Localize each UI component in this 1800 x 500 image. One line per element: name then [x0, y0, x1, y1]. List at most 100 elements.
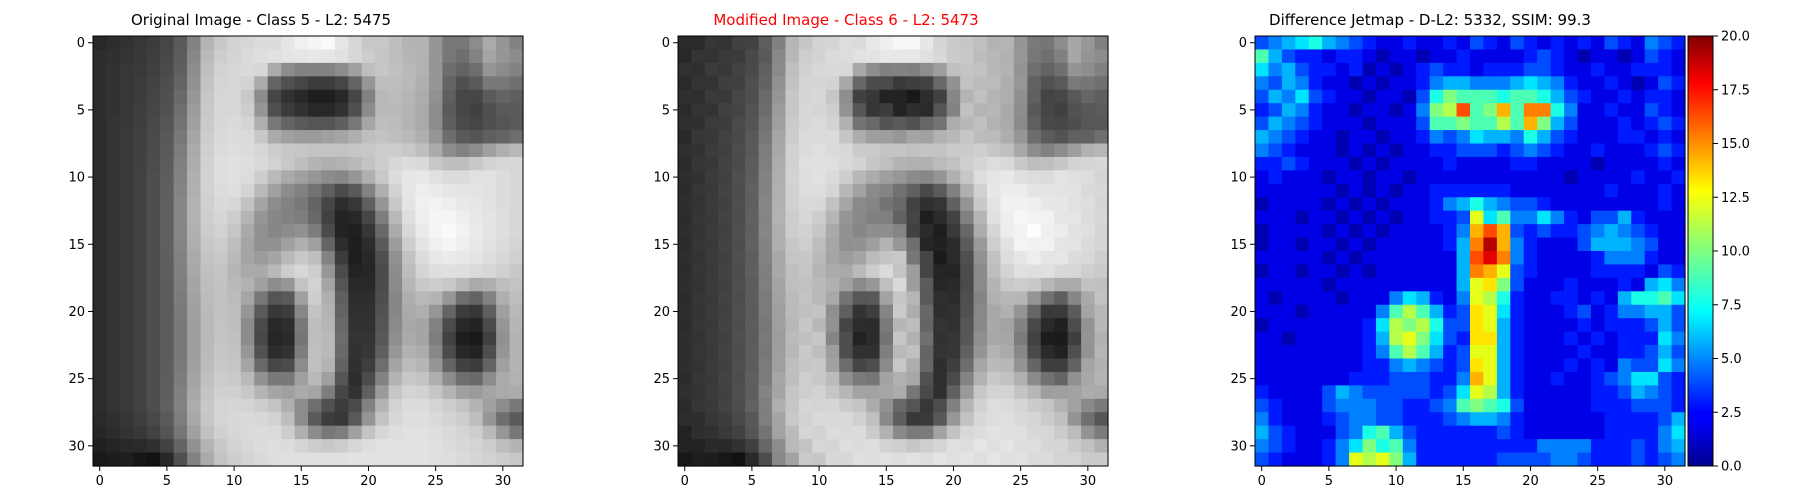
pixel-cell [388, 210, 403, 225]
pixel-cell [919, 358, 934, 373]
pixel-cell [200, 49, 215, 64]
pixel-cell [1335, 412, 1350, 427]
pixel-cell [745, 76, 760, 91]
pixel-cell [1644, 170, 1659, 185]
pixel-cell [1375, 197, 1390, 212]
pixel-cell [119, 89, 134, 104]
pixel-cell [691, 62, 706, 77]
pixel-cell [1054, 210, 1069, 225]
pixel-cell [893, 156, 908, 171]
pixel-cell [1496, 371, 1511, 386]
pixel-cell [1658, 291, 1673, 306]
pixel-cell [173, 62, 188, 77]
pixel-cell [825, 143, 840, 158]
pixel-cell [442, 452, 457, 467]
pixel-cell [866, 371, 881, 386]
pixel-cell [1402, 251, 1417, 266]
pixel-cell [758, 264, 773, 279]
pixel-cell [146, 371, 161, 386]
pixel-cell [213, 304, 228, 319]
pixel-cell [1281, 49, 1296, 64]
pixel-cell [482, 251, 497, 266]
pixel-cell [334, 345, 349, 360]
pixel-cell [1268, 170, 1283, 185]
pixel-cell [1631, 62, 1646, 77]
pixel-cell [1335, 130, 1350, 145]
pixel-cell [704, 452, 719, 467]
pixel-cell [1000, 425, 1015, 440]
pixel-cell [812, 425, 827, 440]
pixel-cell [1268, 412, 1283, 427]
pixel-cell [1040, 331, 1055, 346]
pixel-cell [704, 264, 719, 279]
pixel-cell [1268, 224, 1283, 239]
pixel-cell [1523, 331, 1538, 346]
pixel-cell [852, 345, 867, 360]
pixel-cell [933, 156, 948, 171]
pixel-cell [1577, 210, 1592, 225]
pixel-cell [388, 452, 403, 467]
pixel-cell [496, 76, 511, 91]
pixel-cell [1658, 143, 1673, 158]
pixel-cell [1268, 116, 1283, 131]
pixel-cell [1429, 224, 1444, 239]
pixel-cell [93, 318, 108, 333]
pixel-cell [1389, 183, 1404, 198]
pixel-cell [1402, 130, 1417, 145]
pixel-cell [1054, 143, 1069, 158]
pixel-cell [1308, 76, 1323, 91]
pixel-cell [1402, 103, 1417, 118]
pixel-cell [960, 130, 975, 145]
pixel-cell [1375, 49, 1390, 64]
pixel-cell [987, 197, 1002, 212]
pixel-cell [334, 358, 349, 373]
pixel-cell [691, 130, 706, 145]
pixel-cell [1375, 251, 1390, 266]
pixel-cell [1523, 130, 1538, 145]
pixel-cell [1429, 425, 1444, 440]
pixel-cell [146, 76, 161, 91]
pixel-cell [281, 224, 296, 239]
pixel-cell [1631, 345, 1646, 360]
pixel-cell [812, 156, 827, 171]
pixel-cell [1081, 251, 1096, 266]
pixel-cell [960, 345, 975, 360]
pixel-cell [1281, 237, 1296, 252]
pixel-cell [772, 358, 787, 373]
x-tick-label: 25 [1012, 474, 1029, 489]
pixel-cell [160, 170, 175, 185]
pixel-cell [187, 130, 202, 145]
pixel-cell [1416, 197, 1431, 212]
pixel-cell [200, 156, 215, 171]
pixel-cell [704, 398, 719, 413]
pixel-cell [308, 371, 323, 386]
pixel-cell [785, 371, 800, 386]
pixel-cell [1040, 398, 1055, 413]
pixel-cell [133, 412, 148, 427]
pixel-cell [160, 130, 175, 145]
pixel-cell [678, 76, 693, 91]
pixel-cell [933, 452, 948, 467]
pixel-cell [1470, 358, 1485, 373]
pixel-cell [1054, 170, 1069, 185]
pixel-cell [731, 277, 746, 292]
pixel-cell [691, 76, 706, 91]
pixel-cell [1000, 36, 1015, 51]
pixel-cell [1456, 331, 1471, 346]
pixel-cell [428, 439, 443, 454]
pixel-cell [839, 116, 854, 131]
pixel-cell [825, 304, 840, 319]
pixel-cell [772, 452, 787, 467]
pixel-cell [1470, 89, 1485, 104]
pixel-cell [1443, 49, 1458, 64]
pixel-cell [973, 412, 988, 427]
pixel-cell [415, 304, 430, 319]
pixel-cell [893, 398, 908, 413]
pixel-cell [281, 412, 296, 427]
pixel-cell [254, 439, 269, 454]
pixel-cell [825, 358, 840, 373]
pixel-cell [1577, 237, 1592, 252]
pixel-cell [1335, 183, 1350, 198]
pixel-cell [839, 412, 854, 427]
pixel-cell [1429, 439, 1444, 454]
